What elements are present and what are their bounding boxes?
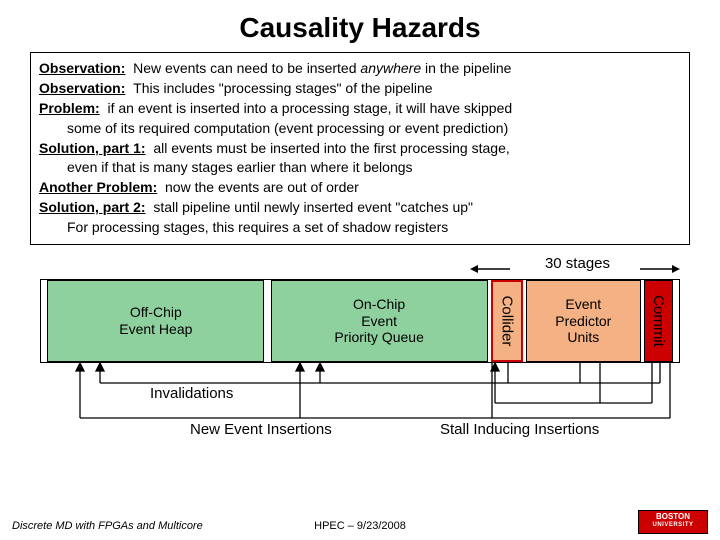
stages-arrow-left-icon <box>470 263 510 275</box>
stall-insertions-label: Stall Inducing Insertions <box>440 421 599 438</box>
obs-line: Solution, part 2: stall pipeline until n… <box>39 198 681 217</box>
obs-line: Observation: New events can need to be i… <box>39 59 681 78</box>
page-title: Causality Hazards <box>0 0 720 52</box>
obs-line: Another Problem: now the events are out … <box>39 178 681 197</box>
obs-line: Solution, part 1: all events must be ins… <box>39 139 681 158</box>
pipeline-diagram: 30 stages Off-Chip Event Heap On-Chip Ev… <box>40 253 680 458</box>
onchip-queue-block: On-Chip Event Priority Queue <box>271 280 488 362</box>
bu-logo: BOSTON UNIVERSITY <box>638 510 708 534</box>
stages-arrow-right-icon <box>640 263 680 275</box>
footer-center-text: HPEC – 9/23/2008 <box>314 520 406 532</box>
obs-line: even if that is many stages earlier than… <box>39 158 681 177</box>
stages-count-label: 30 stages <box>545 255 610 272</box>
collider-block: Collider <box>491 280 523 362</box>
observations-box: Observation: New events can need to be i… <box>30 52 690 245</box>
new-insertions-label: New Event Insertions <box>190 421 332 438</box>
predictor-block: Event Predictor Units <box>526 280 641 362</box>
pipeline-container: Off-Chip Event Heap On-Chip Event Priori… <box>40 279 680 363</box>
footer: Discrete MD with FPGAs and Multicore HPE… <box>0 508 720 534</box>
offchip-heap-block: Off-Chip Event Heap <box>47 280 264 362</box>
commit-block: Commit <box>644 280 673 362</box>
obs-line: Observation: This includes "processing s… <box>39 79 681 98</box>
obs-line: some of its required computation (event … <box>39 119 681 138</box>
footer-left-text: Discrete MD with FPGAs and Multicore <box>12 520 203 532</box>
invalidations-label: Invalidations <box>150 385 233 402</box>
obs-line: Problem: if an event is inserted into a … <box>39 99 681 118</box>
obs-line: For processing stages, this requires a s… <box>39 218 681 237</box>
